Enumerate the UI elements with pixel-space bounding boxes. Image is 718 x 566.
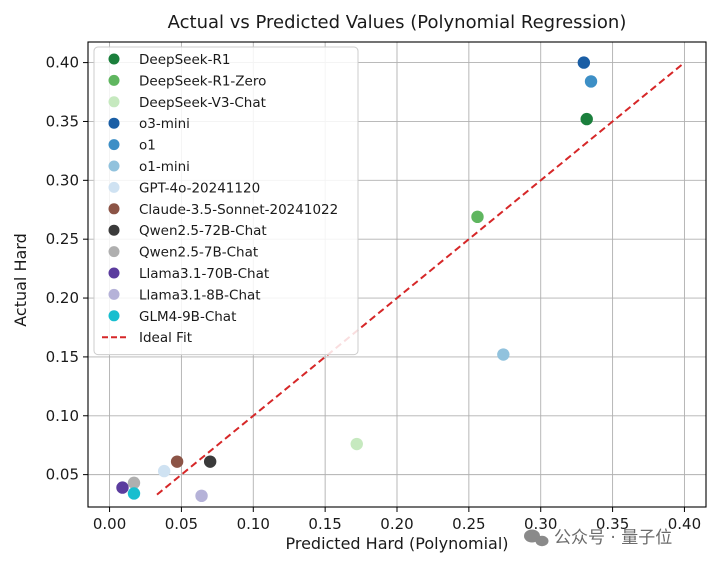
legend-label: DeepSeek-R1-Zero	[139, 73, 266, 89]
wechat-icon	[524, 529, 549, 547]
legend: DeepSeek-R1 DeepSeek-R1-Zero DeepSeek-V3-C…	[93, 46, 359, 356]
x-tick-label: 0.35	[596, 515, 629, 533]
y-tick-label: 0.05	[46, 466, 79, 484]
legend-marker	[108, 181, 120, 193]
legend-marker	[108, 139, 120, 151]
x-tick-label: 0.15	[308, 515, 341, 533]
legend-label: Qwen2.5-72B-Chat	[139, 223, 267, 239]
legend-label: DeepSeek-R1	[139, 52, 230, 68]
point-llama3-1-70b-chat	[116, 481, 129, 494]
x-tick-label: 0.10	[237, 515, 270, 533]
point-qwen2-5-72b-chat	[203, 455, 217, 468]
point-qwen2-5-7b-chat	[127, 476, 141, 490]
legend-marker	[108, 203, 120, 215]
legend-marker	[108, 74, 120, 86]
data-points	[116, 56, 598, 503]
legend-marker	[108, 96, 120, 108]
y-tick-label: 0.40	[46, 54, 79, 72]
point-o1	[584, 75, 598, 88]
legend-label: Qwen2.5-7B-Chat	[139, 245, 258, 261]
legend-marker	[108, 224, 120, 236]
legend-marker	[108, 246, 120, 258]
point-claude-3-5-sonnet-20241022	[170, 455, 184, 468]
legend-label: o1-mini	[139, 159, 190, 175]
y-tick-label: 0.20	[46, 289, 79, 307]
legend-marker	[108, 117, 120, 129]
x-tick-label: 0.00	[93, 515, 126, 533]
legend-label: Ideal Fit	[139, 330, 192, 346]
legend-box	[93, 46, 359, 356]
point-deepseek-r1	[580, 112, 593, 126]
x-tick-label: 0.20	[380, 515, 413, 533]
watermark: 公众号 · 量子位	[524, 528, 672, 548]
legend-marker	[108, 288, 120, 300]
x-tick-label: 0.30	[524, 515, 557, 533]
legend-label: o3-mini	[139, 116, 190, 132]
point-deepseek-v3-chat	[350, 437, 363, 451]
legend-label: Llama3.1-8B-Chat	[139, 287, 261, 303]
point-llama3-1-8b-chat	[195, 489, 208, 503]
x-tick-label: 0.25	[452, 515, 485, 533]
point-o1-mini	[497, 348, 510, 361]
chart-title: Actual vs Predicted Values (Polynomial R…	[168, 12, 627, 33]
x-axis-label: Predicted Hard (Polynomial)	[285, 534, 508, 553]
point-deepseek-r1-zero	[471, 210, 484, 224]
point-o3-mini	[577, 56, 591, 69]
y-tick-label: 0.25	[46, 230, 79, 248]
y-tick-label: 0.30	[46, 171, 79, 189]
legend-marker	[108, 310, 120, 322]
ideal-fit-line	[156, 61, 686, 496]
legend-label: GPT-4o-20241120	[139, 180, 260, 196]
legend-marker	[108, 160, 120, 172]
ideal-fit-line-group	[156, 61, 686, 496]
watermark-text: 公众号 · 量子位	[554, 528, 672, 548]
legend-label: GLM4-9B-Chat	[139, 309, 236, 325]
legend-label: DeepSeek-V3-Chat	[139, 95, 266, 111]
y-tick-label: 0.10	[46, 407, 79, 425]
legend-label: Llama3.1-70B-Chat	[139, 266, 269, 282]
point-glm4-9b-chat	[127, 487, 141, 500]
legend-label: o1	[139, 138, 156, 154]
y-axis-label: Actual Hard	[11, 233, 30, 327]
axis-ticks: 0.00 0.05 0.10 0.15 0.20 0.25 0.30 0.35 0.40 0.05…	[46, 54, 702, 533]
x-tick-label: 0.40	[668, 515, 701, 533]
point-gpt-4o-20241120	[157, 464, 171, 478]
y-tick-label: 0.15	[46, 348, 79, 366]
legend-marker	[108, 53, 120, 65]
y-tick-label: 0.35	[46, 112, 79, 130]
legend-marker	[108, 267, 120, 279]
x-tick-label: 0.05	[165, 515, 198, 533]
legend-label: Claude-3.5-Sonnet-20241022	[139, 202, 338, 218]
